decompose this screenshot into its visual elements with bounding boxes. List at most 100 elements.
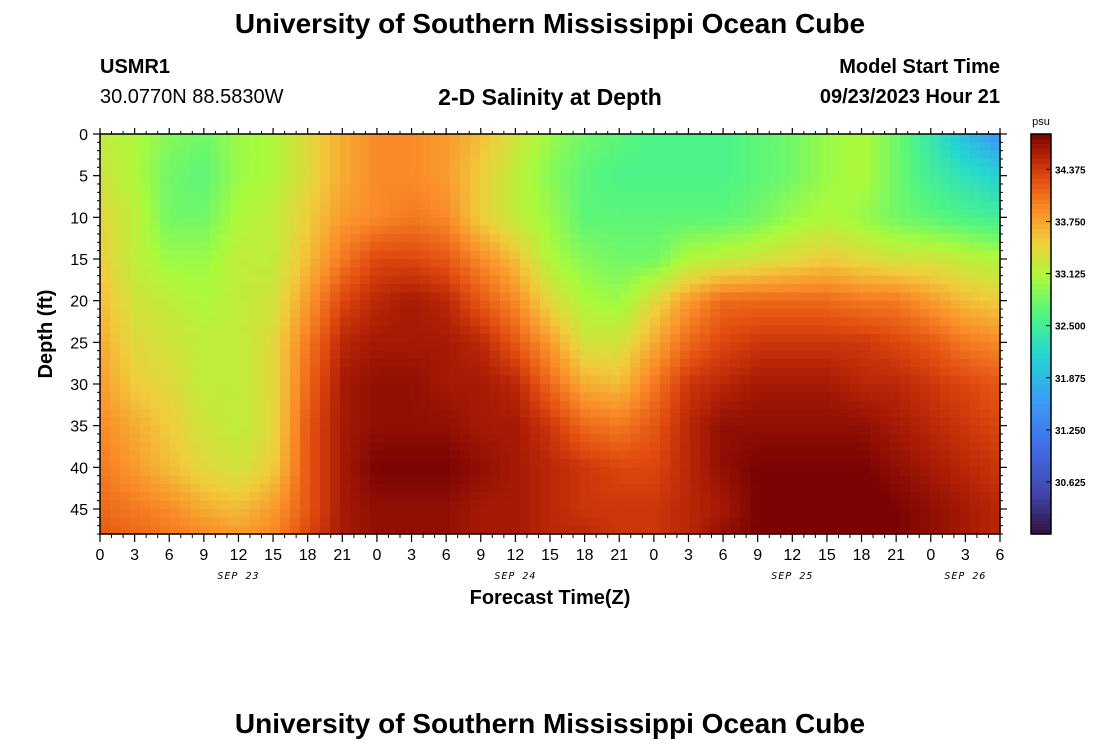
heatmap-cell	[450, 475, 461, 485]
heatmap-cell	[800, 409, 811, 418]
heatmap-cell	[260, 184, 271, 193]
heatmap-cell	[540, 234, 551, 243]
heatmap-cell	[480, 434, 491, 443]
heatmap-cell	[550, 175, 561, 185]
heatmap-cell	[500, 225, 511, 235]
heatmap-cell	[520, 342, 531, 352]
heatmap-cell	[680, 392, 691, 402]
heatmap-cell	[750, 325, 761, 335]
heatmap-cell	[150, 350, 161, 360]
heatmap-cell	[100, 500, 111, 510]
heatmap-cell	[550, 459, 561, 468]
heatmap-cell	[830, 275, 841, 285]
heatmap-cell	[820, 425, 831, 435]
heatmap-cell	[860, 400, 871, 410]
heatmap-cell	[960, 375, 971, 385]
heatmap-cell	[860, 142, 871, 152]
heatmap-cell	[990, 367, 1001, 377]
x-tick-label: 6	[996, 547, 1005, 564]
heatmap-cell	[960, 450, 971, 460]
heatmap-cell	[580, 300, 591, 310]
heatmap-cell	[400, 209, 411, 218]
heatmap-cell	[170, 167, 181, 177]
heatmap-cell	[810, 375, 821, 385]
heatmap-cell	[560, 517, 571, 527]
y-tick-label: 10	[70, 210, 88, 227]
heatmap-cell	[860, 392, 871, 402]
heatmap-cell	[220, 434, 231, 443]
heatmap-cell	[840, 525, 851, 535]
heatmap-cell	[510, 300, 521, 310]
colorbar-swatch	[1031, 294, 1051, 300]
heatmap-cell	[430, 250, 441, 260]
heatmap-cell	[100, 242, 111, 252]
heatmap-cell	[940, 184, 951, 193]
heatmap-cell	[380, 225, 391, 235]
heatmap-cell	[490, 275, 501, 285]
heatmap-cell	[570, 225, 581, 235]
heatmap-cell	[970, 250, 981, 260]
heatmap-cell	[920, 150, 931, 160]
heatmap-cell	[260, 525, 271, 535]
heatmap-cell	[210, 217, 221, 227]
heatmap-cell	[280, 325, 291, 335]
heatmap-cell	[420, 275, 431, 285]
heatmap-cell	[160, 467, 171, 477]
heatmap-cell	[680, 217, 691, 227]
heatmap-cell	[860, 292, 871, 302]
heatmap-cell	[490, 175, 501, 185]
heatmap-cell	[750, 184, 761, 193]
heatmap-cell	[440, 484, 451, 493]
heatmap-cell	[620, 317, 631, 327]
heatmap-cell	[930, 184, 941, 193]
heatmap-cell	[600, 317, 611, 327]
heatmap-cell	[300, 417, 311, 427]
heatmap-cell	[290, 250, 301, 260]
heatmap-cell	[580, 375, 591, 385]
heatmap-cell	[220, 292, 231, 302]
heatmap-cell	[990, 434, 1001, 443]
heatmap-cell	[610, 425, 621, 435]
colorbar-swatch	[1031, 309, 1051, 315]
heatmap-cell	[580, 167, 591, 177]
heatmap-cell	[480, 442, 491, 452]
heatmap-cell	[320, 350, 331, 360]
heatmap-cell	[290, 275, 301, 285]
heatmap-cell	[980, 475, 991, 485]
heatmap-cell	[460, 525, 471, 535]
heatmap-cell	[240, 309, 251, 318]
heatmap-cell	[340, 217, 351, 227]
heatmap-cell	[690, 150, 701, 160]
heatmap-cell	[700, 367, 711, 377]
heatmap-cell	[890, 500, 901, 510]
heatmap-cell	[440, 184, 451, 193]
heatmap-cell	[580, 175, 591, 185]
heatmap-cell	[450, 259, 461, 268]
heatmap-cell	[580, 350, 591, 360]
heatmap-cell	[930, 334, 941, 343]
heatmap-cell	[620, 167, 631, 177]
heatmap-cell	[310, 167, 321, 177]
colorbar-swatch	[1031, 244, 1051, 250]
heatmap-cell	[360, 417, 371, 427]
heatmap-cell	[510, 200, 521, 210]
heatmap-cell	[540, 484, 551, 493]
heatmap-cell	[770, 334, 781, 343]
heatmap-cell	[880, 275, 891, 285]
heatmap-cell	[600, 134, 611, 143]
heatmap-cell	[200, 184, 211, 193]
heatmap-cell	[750, 525, 761, 535]
heatmap-cell	[760, 359, 771, 368]
heatmap-cell	[690, 500, 701, 510]
heatmap-cell	[620, 134, 631, 143]
heatmap-cell	[450, 434, 461, 443]
heatmap-cell	[740, 367, 751, 377]
heatmap-cell	[370, 442, 381, 452]
heatmap-cell	[450, 425, 461, 435]
heatmap-cell	[860, 425, 871, 435]
heatmap-cell	[990, 392, 1001, 402]
heatmap-cell	[700, 217, 711, 227]
heatmap-cell	[650, 417, 661, 427]
heatmap-cell	[340, 284, 351, 293]
heatmap-cell	[210, 442, 221, 452]
